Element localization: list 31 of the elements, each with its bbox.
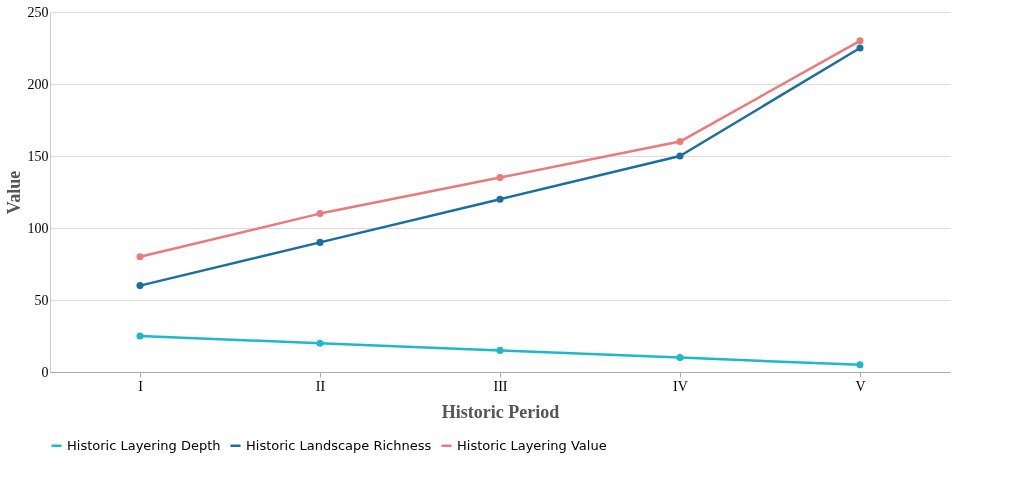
point — [676, 354, 684, 362]
x-tick-label: III — [493, 378, 508, 394]
y-tick-label: 250 — [27, 4, 49, 20]
x-tick-label: II — [315, 378, 326, 394]
point — [856, 37, 864, 45]
x-axis-title: Historic Period — [441, 401, 560, 422]
x-tick-label: IV — [673, 378, 688, 394]
y-tick-label: 50 — [34, 292, 49, 308]
y-tick-label: 150 — [27, 148, 49, 164]
y-axis-title: Value — [3, 170, 24, 215]
point — [136, 332, 144, 340]
point — [496, 195, 504, 203]
y-tick-label: 100 — [27, 220, 49, 236]
legend-label: Historic Layering Depth — [67, 437, 221, 453]
point — [676, 138, 684, 146]
point — [496, 346, 504, 354]
legend-label: Historic Layering Value — [457, 437, 607, 453]
y-tick-label: 200 — [27, 76, 49, 92]
point — [316, 339, 324, 347]
point — [496, 174, 504, 182]
point — [856, 44, 864, 52]
point — [136, 282, 144, 290]
legend-label: Historic Landscape Richness — [246, 437, 432, 453]
x-tick-label: I — [138, 378, 144, 394]
point — [856, 361, 864, 369]
point — [316, 210, 324, 218]
point — [676, 152, 684, 160]
x-tick-label: V — [855, 378, 866, 394]
point — [136, 253, 144, 261]
y-tick-label: 0 — [41, 364, 49, 380]
point — [316, 238, 324, 246]
